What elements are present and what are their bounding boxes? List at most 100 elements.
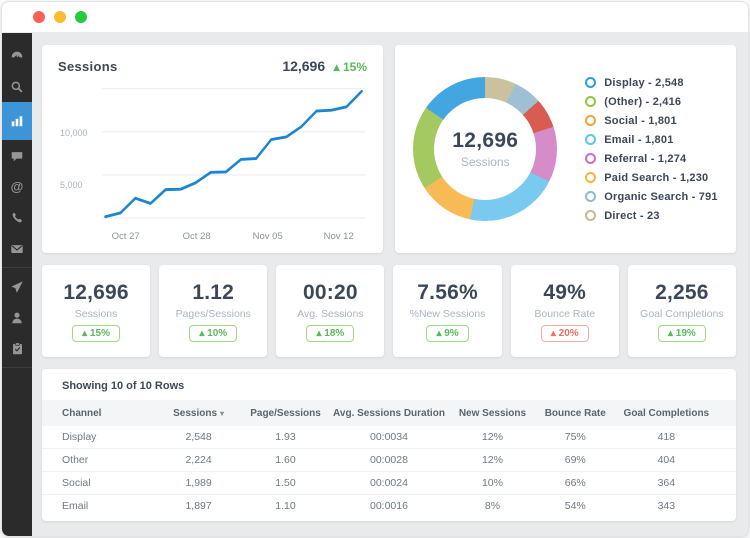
legend-bullet-icon [585, 172, 597, 183]
legend-item[interactable]: (Other) - 2,416 [585, 96, 717, 108]
sessions-chart-card: Sessions 12,696 ▴ 15% 10,000 5,000 [42, 45, 383, 253]
stat-card-pages-per-session: 1.12 Pages/Sessions ▴ 10% [159, 265, 268, 357]
column-header-avg-duration[interactable]: Avg. Sessions Duration [333, 407, 445, 419]
table-header-row: Channel Sessions ▾ Page/Sessions Avg. Ses… [42, 400, 736, 426]
sidebar-item-analytics[interactable] [2, 102, 32, 140]
stat-change-badge: ▴ 19% [657, 324, 706, 342]
stat-change-badge: ▴ 9% [426, 324, 469, 342]
arrow-up-icon: ▴ [82, 327, 88, 339]
donut-legend: Display - 2,548 (Other) - 2,416 Social -… [585, 70, 718, 229]
column-header-page-sessions[interactable]: Page/Sessions [250, 407, 321, 419]
stat-card-avg-sessions: 00:20 Avg. Sessions ▴ 18% [276, 265, 385, 357]
table-row[interactable]: Email 1,897 1.10 00:0016 8% 54% 343 [42, 495, 736, 517]
dashboard-content: Sessions 12,696 ▴ 15% 10,000 5,000 [32, 33, 748, 536]
cell-page-sessions: 1.93 [275, 431, 296, 443]
sessions-line-chart [102, 88, 365, 219]
stat-change-badge: ▴ 15% [72, 324, 120, 342]
donut-center-value: 12,696 [452, 129, 519, 152]
legend-item[interactable]: Paid Search - 1,230 [585, 172, 717, 184]
y-axis-tick: 5,000 [60, 179, 83, 190]
sidebar-divider [2, 367, 32, 368]
stat-label: Pages/Sessions [175, 307, 251, 320]
table-row[interactable]: Social 1,989 1.50 00:0024 10% 66% 364 [42, 472, 736, 495]
sidebar-item-dashboard[interactable] [2, 40, 32, 71]
legend-bullet-icon [585, 134, 597, 145]
cell-avg-duration: 00:0016 [370, 500, 408, 512]
legend-item[interactable]: Social - 1,801 [585, 115, 717, 127]
legend-label: Display - 2,548 [604, 76, 684, 89]
stat-label: %New Sessions [409, 307, 486, 320]
column-header-sessions[interactable]: Sessions ▾ [173, 407, 225, 419]
minimize-window-button[interactable] [54, 11, 66, 23]
stat-label: Bounce Rate [534, 307, 596, 320]
search-icon [10, 80, 24, 94]
sidebar-item-contacts[interactable] [2, 302, 32, 333]
cell-channel: Social [62, 477, 91, 489]
x-axis-tick: Nov 05 [252, 231, 283, 242]
legend-item[interactable]: Referral - 1,274 [585, 153, 717, 165]
stat-card-bounce-rate: 49% Bounce Rate ▴ 20% [510, 265, 619, 357]
cell-sessions: 2,548 [185, 431, 212, 443]
cell-goal-completions: 418 [657, 431, 676, 443]
channels-table-card: Showing 10 of 10 Rows Channel Sessions ▾ … [42, 369, 736, 521]
sessions-chart-area: 10,000 5,000 Oct 27 Oct 28 Nov 05 Nov 12 [58, 82, 367, 245]
donut-chart: 12,696 Sessions [413, 77, 558, 221]
arrow-up-icon: ▴ [316, 327, 322, 339]
sidebar-item-search[interactable] [2, 71, 32, 102]
legend-label: (Other) - 2,416 [604, 95, 682, 108]
cell-bounce-rate: 54% [564, 500, 586, 512]
sidebar-item-tasks[interactable] [2, 333, 32, 364]
sessions-delta: ▴ 15% [333, 60, 367, 74]
cell-goal-completions: 364 [657, 477, 676, 489]
sidebar: @ [2, 33, 32, 536]
legend-item[interactable]: Direct - 23 [585, 210, 717, 222]
window-titlebar [2, 2, 748, 33]
legend-item[interactable]: Display - 2,548 [585, 77, 717, 89]
cell-page-sessions: 1.60 [275, 454, 296, 466]
legend-item[interactable]: Email - 1,801 [585, 134, 717, 146]
legend-bullet-icon [585, 153, 597, 164]
table-row[interactable]: Other 2,224 1.60 00:0028 12% 69% 404 [42, 449, 736, 472]
arrow-up-icon: ▴ [199, 327, 205, 339]
envelope-icon [10, 242, 24, 256]
legend-label: Email - 1,801 [604, 133, 674, 146]
close-window-button[interactable] [33, 11, 45, 23]
sessions-chart-title: Sessions [58, 59, 118, 74]
paper-plane-icon [10, 280, 24, 294]
gauge-icon [10, 49, 24, 63]
cell-sessions: 1,989 [185, 477, 212, 489]
channels-donut-card: 12,696 Sessions Display - 2,548 (Other) … [395, 45, 736, 253]
column-header-bounce-rate[interactable]: Bounce Rate [544, 407, 606, 419]
at-sign-icon: @ [10, 179, 24, 194]
cell-sessions: 2,224 [185, 454, 212, 466]
phone-icon [11, 211, 24, 224]
legend-label: Social - 1,801 [604, 114, 677, 127]
chat-bubble-icon [10, 149, 24, 163]
column-header-goal-completions[interactable]: Goal Completions [623, 407, 710, 419]
column-header-channel[interactable]: Channel [62, 407, 102, 419]
cell-avg-duration: 00:0028 [370, 454, 408, 466]
arrow-up-icon: ▴ [436, 327, 442, 339]
cell-goal-completions: 404 [657, 454, 676, 466]
stat-value: 1.12 [192, 280, 235, 304]
maximize-window-button[interactable] [75, 11, 87, 23]
bar-chart-icon [10, 114, 24, 128]
sidebar-item-mentions[interactable]: @ [2, 171, 32, 202]
legend-label: Organic Search - 791 [604, 190, 718, 203]
cell-new-sessions: 10% [481, 477, 503, 489]
column-header-new-sessions[interactable]: New Sessions [458, 407, 527, 419]
sidebar-item-email[interactable] [2, 233, 32, 264]
table-row[interactable]: Display 2,548 1.93 00:0034 12% 75% 418 [42, 426, 736, 449]
donut-center-label: Sessions [460, 155, 510, 169]
sidebar-item-send[interactable] [2, 271, 32, 302]
legend-bullet-icon [585, 77, 597, 88]
stat-value: 49% [543, 280, 587, 304]
cell-new-sessions: 12% [481, 431, 503, 443]
cell-page-sessions: 1.10 [275, 500, 296, 512]
legend-item[interactable]: Organic Search - 791 [585, 190, 718, 203]
sidebar-item-calls[interactable] [2, 202, 32, 233]
sidebar-item-messages[interactable] [2, 140, 32, 171]
cell-new-sessions: 12% [481, 454, 503, 466]
y-axis-tick: 10,000 [60, 127, 88, 138]
stat-value: 12,696 [63, 280, 129, 304]
